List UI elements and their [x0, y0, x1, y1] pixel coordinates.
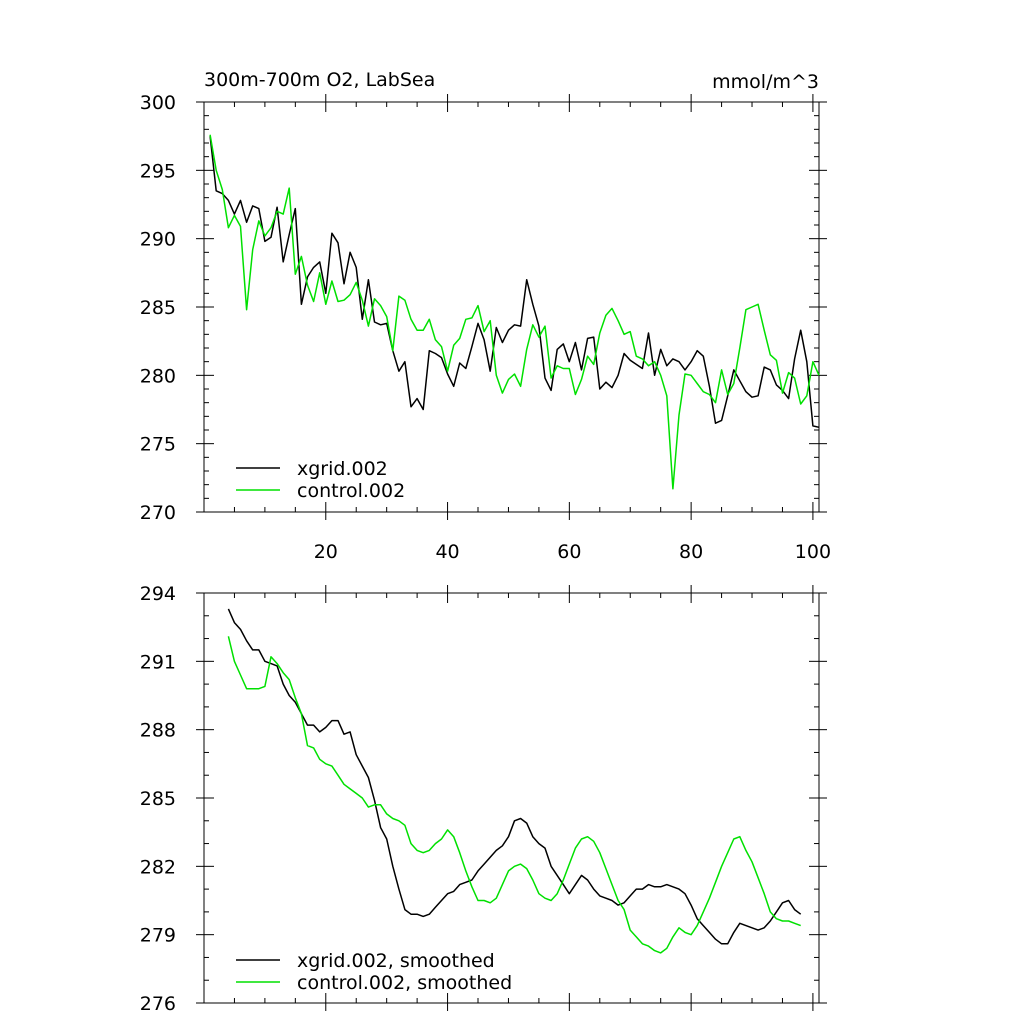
x-tick-label: 60 — [557, 541, 581, 563]
top-plot-frame — [203, 101, 820, 513]
y-tick-label: 282 — [140, 856, 176, 878]
top-axis-ticks: 20 40 60 80 100 270 275 280 285 290 295 300 — [140, 92, 831, 563]
chart-title: 300m-700m O2, LabSea — [204, 69, 435, 91]
legend-label: xgrid.002 — [297, 458, 388, 480]
y-tick-label: 285 — [140, 297, 176, 319]
x-tick-label: 100 — [795, 541, 831, 563]
y-tick-label: 291 — [140, 651, 176, 673]
y-tick-label: 294 — [140, 583, 176, 605]
y-tick-label: 275 — [140, 434, 176, 456]
x-tick-label: 40 — [435, 541, 459, 563]
y-tick-label: 279 — [140, 925, 176, 947]
y-tick-label: 300 — [140, 92, 176, 114]
bottom-plot-frame — [203, 592, 820, 1004]
series-line-xgrid — [227, 608, 802, 945]
chart-bottom-panel: 276 279 282 285 288 291 294 xgrid.002, smoothe… — [140, 583, 827, 1015]
x-tick-label: 20 — [314, 541, 338, 563]
legend-label: control.002, smoothed — [297, 972, 512, 994]
top-series — [209, 134, 820, 490]
series-line-control — [227, 636, 801, 954]
y-tick-label: 295 — [140, 160, 176, 182]
bottom-series — [227, 608, 802, 954]
series-line-xgrid — [209, 136, 820, 429]
x-tick-label: 80 — [679, 541, 703, 563]
series-line-control — [209, 134, 820, 490]
legend-label: control.002 — [297, 480, 405, 502]
y-tick-label: 285 — [140, 788, 176, 810]
chart-top-panel: 300m-700m O2, LabSea mmol/m^3 20 40 60 80 10… — [140, 69, 831, 563]
y-tick-label: 270 — [140, 502, 176, 524]
legend-label: xgrid.002, smoothed — [297, 950, 495, 972]
chart-units: mmol/m^3 — [712, 71, 819, 93]
y-tick-label: 288 — [140, 720, 176, 742]
bottom-axis-ticks: 276 279 282 285 288 291 294 — [140, 583, 827, 1015]
y-tick-label: 280 — [140, 365, 176, 387]
y-tick-label: 276 — [140, 993, 176, 1015]
y-tick-label: 290 — [140, 229, 176, 251]
